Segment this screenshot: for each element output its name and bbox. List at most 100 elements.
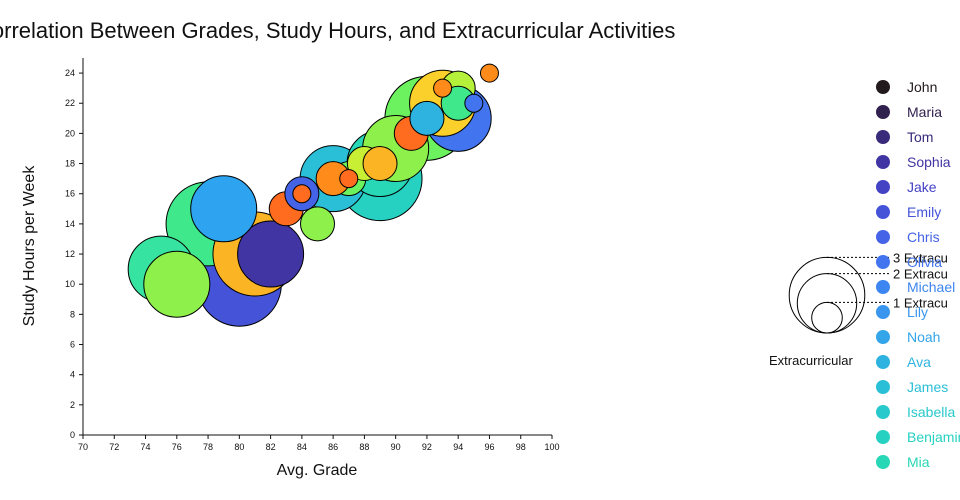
legend-swatch [876, 405, 890, 419]
legend-item[interactable]: Isabella [876, 404, 955, 420]
legend-item[interactable]: Olivia [876, 254, 942, 270]
legend-swatch [876, 305, 890, 319]
x-tick-label: 90 [391, 442, 401, 452]
y-tick-label: 0 [70, 430, 75, 440]
size-legend-title: Extracurricular [769, 353, 853, 368]
legend-label: Michael [907, 279, 955, 295]
legend-label: Isabella [907, 404, 955, 420]
y-tick-label: 14 [65, 219, 75, 229]
legend-label: Olivia [907, 254, 942, 270]
x-tick-label: 78 [203, 442, 213, 452]
legend-item[interactable]: Mia [876, 454, 930, 470]
y-tick-label: 4 [70, 370, 75, 380]
y-tick-label: 2 [70, 400, 75, 410]
legend-item[interactable]: Noah [876, 329, 940, 345]
size-legend-circle [788, 256, 866, 334]
size-legend-label: 2 Extracu [893, 267, 948, 282]
size-legend: Extracurricular 3 Extracu 2 Extracu 1 Extr… [769, 250, 948, 368]
legend-label: Emily [907, 204, 941, 220]
legend-label: Jake [907, 179, 937, 195]
legend-swatch [876, 455, 890, 469]
legend-item[interactable]: Sophia [876, 154, 951, 170]
size-legend-circle [796, 273, 858, 334]
bubble-point[interactable] [237, 220, 305, 288]
size-legend-label: 3 Extracu [893, 250, 948, 265]
bubble-point[interactable] [479, 63, 499, 83]
y-tick-label: 16 [65, 189, 75, 199]
y-tick-label: 12 [65, 249, 75, 259]
x-axis-label: Avg. Grade [277, 462, 358, 479]
y-tick-label: 22 [65, 98, 75, 108]
bubble-point[interactable] [409, 100, 445, 136]
legend-item[interactable]: Lily [876, 304, 928, 320]
x-tick-label: 82 [266, 442, 276, 452]
legend-item[interactable]: Tom [876, 129, 933, 145]
bubble-point[interactable] [464, 93, 484, 113]
x-tick-label: 96 [484, 442, 494, 452]
size-legend-label: 1 Extracu [893, 295, 948, 310]
x-tick-label: 74 [141, 442, 151, 452]
chart-title: Correlation Between Grades, Study Hours,… [0, 18, 675, 43]
legend-label: Chris [907, 229, 940, 245]
x-tick-label: 100 [544, 442, 559, 452]
legend-item[interactable]: James [876, 379, 948, 395]
legend-label: Mia [907, 454, 930, 470]
bubble-point[interactable] [292, 184, 312, 204]
legend-item[interactable]: Chris [876, 229, 940, 245]
size-legend-circle [811, 301, 843, 334]
x-tick-label: 80 [234, 442, 244, 452]
legend-label: Sophia [907, 154, 951, 170]
legend-label: Lily [907, 304, 928, 320]
plot-area: 70 72 74 76 78 80 82 84 86 88 90 92 94 96 98 100 024681… [65, 58, 560, 452]
legend-label: Benjamin [907, 429, 960, 445]
y-tick-label: 24 [65, 68, 75, 78]
legend-item[interactable]: Maria [876, 104, 942, 120]
x-tick-label: 72 [109, 442, 119, 452]
bubble-point[interactable] [339, 169, 359, 189]
y-tick-label: 20 [65, 128, 75, 138]
x-tick-label: 84 [297, 442, 307, 452]
legend-swatch [876, 380, 890, 394]
legend-item[interactable]: John [876, 79, 937, 95]
bubble-point[interactable] [362, 146, 398, 182]
bubbles [127, 63, 499, 327]
legend-swatch [876, 355, 890, 369]
legend-swatch [876, 430, 890, 444]
y-tick-label: 10 [65, 279, 75, 289]
y-tick-label: 6 [70, 340, 75, 350]
legend-label: Maria [907, 104, 942, 120]
legend-item[interactable]: Jake [876, 179, 937, 195]
legend-swatch [876, 105, 890, 119]
y-axis-label: Study Hours per Week [21, 165, 38, 327]
legend-item[interactable]: Emily [876, 204, 941, 220]
x-tick-label: 70 [78, 442, 88, 452]
legend-swatch [876, 230, 890, 244]
legend-item[interactable]: Ava [876, 354, 931, 370]
y-tick-label: 18 [65, 159, 75, 169]
color-legend: John Maria Tom Sophia Jake Emily Chris Olivia Mi… [876, 79, 960, 470]
legend-swatch [876, 330, 890, 344]
bubble-point[interactable] [190, 175, 258, 243]
x-tick-label: 94 [453, 442, 463, 452]
legend-label: James [907, 379, 948, 395]
legend-swatch [876, 180, 890, 194]
legend-label: Ava [907, 354, 931, 370]
x-tick-label: 86 [328, 442, 338, 452]
legend-item[interactable]: Michael [876, 279, 955, 295]
bubble-point[interactable] [300, 206, 335, 242]
legend-swatch [876, 280, 890, 294]
y-tick-label: 8 [70, 309, 75, 319]
legend-swatch [876, 130, 890, 144]
x-tick-label: 92 [422, 442, 432, 452]
bubble-point[interactable] [433, 78, 453, 98]
bubble-point[interactable] [143, 250, 211, 318]
x-ticks: 70 72 74 76 78 80 82 84 86 88 90 92 94 96 98 100 [78, 435, 560, 452]
legend-swatch [876, 205, 890, 219]
x-tick-label: 98 [516, 442, 526, 452]
legend-item[interactable]: Benjamin [876, 429, 960, 445]
legend-swatch [876, 155, 890, 169]
legend-label: Tom [907, 129, 933, 145]
legend-label: Noah [907, 329, 940, 345]
